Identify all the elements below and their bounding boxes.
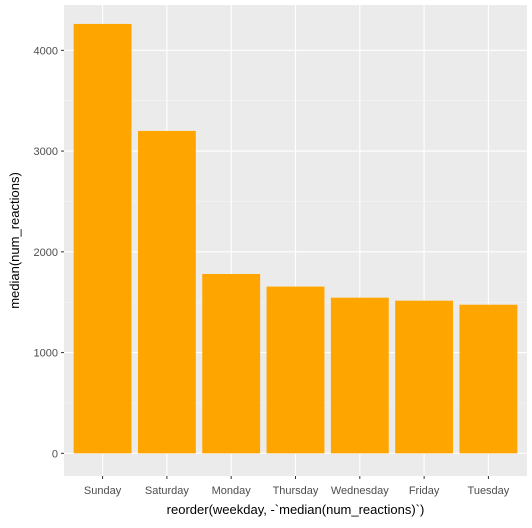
bar-monday <box>202 273 261 454</box>
y-tick-label: 0 <box>52 448 58 460</box>
x-tick-label: Saturday <box>145 485 190 497</box>
x-tick-label: Thursday <box>273 485 319 497</box>
bar-tuesday <box>459 304 518 454</box>
x-tick-label: Monday <box>212 485 252 497</box>
x-tick-label: Sunday <box>84 485 122 497</box>
x-axis: Sunday Saturday Monday Thursday Wednesday Fri… <box>84 476 510 497</box>
y-tick-label: 2000 <box>34 247 58 259</box>
bars <box>73 23 518 454</box>
y-tick-label: 3000 <box>34 146 58 158</box>
y-axis-title: median(num_reactions) <box>7 172 22 309</box>
bar-sunday <box>73 23 132 454</box>
x-axis-title: reorder(weekday, -`median(num_reactions)… <box>167 502 425 517</box>
x-tick-label: Wednesday <box>331 485 389 497</box>
y-tick-label: 1000 <box>34 348 58 360</box>
x-tick-label: Tuesday <box>468 485 510 497</box>
bar-thursday <box>266 286 325 454</box>
x-tick-label: Friday <box>409 485 440 497</box>
y-axis: 0 1000 2000 3000 4000 <box>34 45 64 460</box>
bar-friday <box>395 300 454 454</box>
bar-saturday <box>137 130 196 454</box>
y-tick-label: 4000 <box>34 45 58 57</box>
bar-wednesday <box>330 297 389 454</box>
